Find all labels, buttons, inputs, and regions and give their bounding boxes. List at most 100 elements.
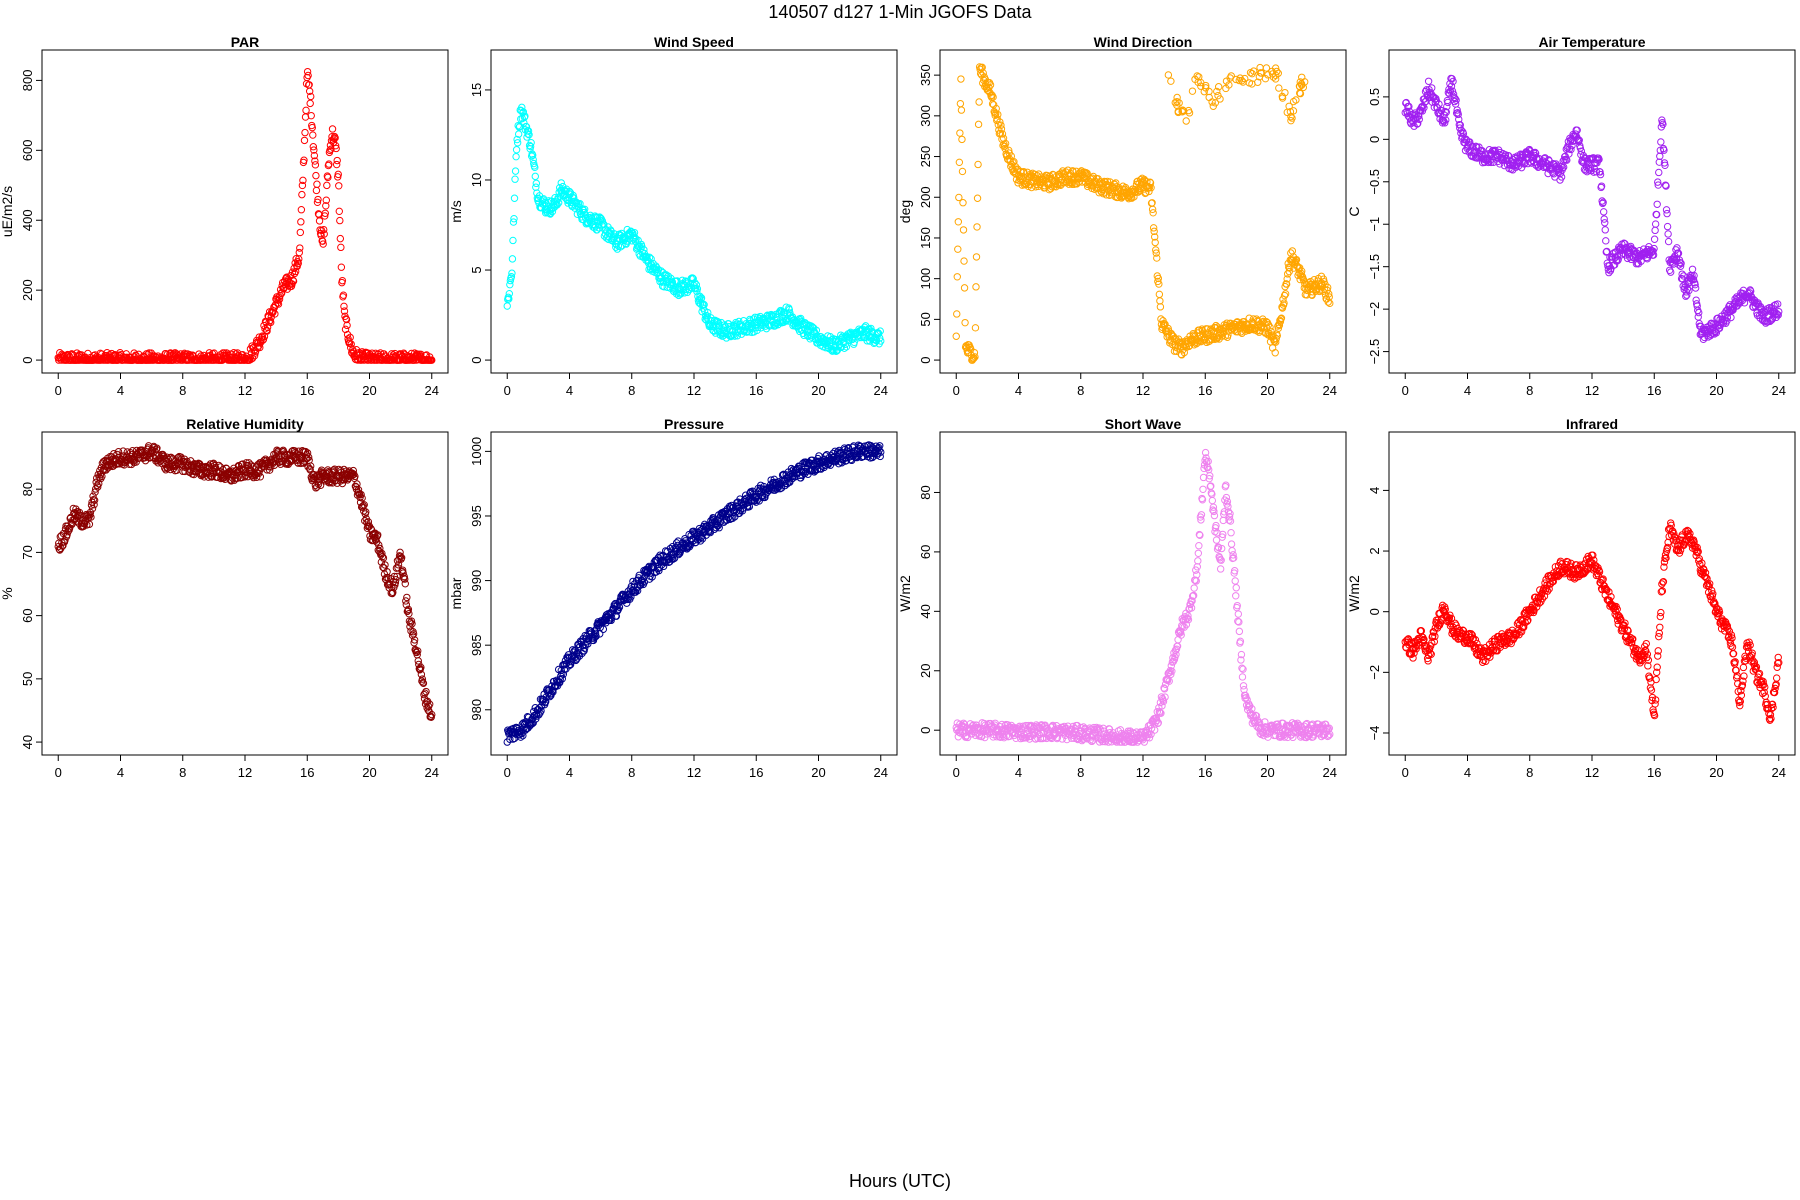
data-point — [974, 120, 983, 129]
data-point — [1156, 303, 1165, 311]
x-tick-label: 24 — [874, 765, 888, 780]
x-tick-label: 8 — [1526, 383, 1533, 398]
data-point — [323, 181, 331, 190]
y-tick-label: −0.5 — [1367, 169, 1382, 195]
data-point — [428, 356, 436, 364]
data-point — [955, 158, 964, 167]
data-point — [340, 307, 349, 315]
x-tick-label: 24 — [1323, 765, 1337, 780]
data-point — [307, 92, 315, 101]
data-point — [336, 234, 345, 243]
data-point — [508, 269, 516, 277]
data-point — [271, 310, 279, 318]
y-axis-label: deg — [897, 200, 913, 223]
y-tick-label: 0 — [20, 356, 35, 363]
data-point — [953, 310, 961, 318]
data-point — [403, 593, 411, 602]
data-point — [305, 87, 314, 95]
x-tick-label: 0 — [1402, 383, 1409, 398]
x-tick-label: 8 — [1077, 765, 1084, 780]
data-point — [311, 157, 319, 165]
x-tick-label: 12 — [1136, 383, 1150, 398]
x-tick-label: 16 — [749, 765, 763, 780]
y-tick-label: 50 — [20, 672, 35, 686]
y-tick-label: 0 — [469, 356, 484, 363]
x-tick-label: 4 — [566, 383, 573, 398]
data-point — [318, 237, 327, 245]
data-point — [616, 243, 625, 251]
data-point — [343, 321, 351, 330]
data-point — [1601, 226, 1609, 234]
x-tick-label: 12 — [1585, 383, 1599, 398]
x-tick-label: 8 — [1077, 383, 1084, 398]
y-tick-label: 80 — [20, 482, 35, 496]
y-tick-label: 350 — [918, 64, 933, 86]
data-point — [1288, 247, 1297, 255]
data-point — [327, 145, 335, 153]
x-tick-label: 24 — [425, 383, 439, 398]
data-point — [321, 212, 329, 220]
y-tick-label: 400 — [20, 209, 35, 231]
y-tick-label: 60 — [918, 545, 933, 559]
data-point — [960, 284, 969, 292]
data-point — [332, 144, 340, 153]
data-point — [325, 160, 333, 168]
data-point — [289, 277, 298, 285]
data-point — [328, 125, 337, 133]
data-point — [958, 135, 966, 144]
panel-title: Short Wave — [1105, 416, 1182, 432]
y-tick-label: 600 — [20, 139, 35, 161]
data-point — [505, 295, 513, 303]
y-axis-label: C — [1346, 206, 1362, 216]
data-point — [331, 141, 340, 150]
data-point — [337, 263, 346, 271]
data-point — [649, 259, 657, 268]
data-point — [332, 160, 341, 169]
data-point — [331, 134, 339, 142]
x-tick-label: 12 — [687, 765, 701, 780]
y-tick-label: 300 — [918, 105, 933, 127]
x-tick-label: 0 — [953, 765, 960, 780]
data-point — [510, 215, 518, 223]
data-point — [513, 139, 522, 147]
y-tick-label: 995 — [469, 505, 484, 527]
data-point — [1663, 209, 1671, 218]
y-tick-label: 100 — [918, 268, 933, 290]
data-point — [298, 190, 306, 199]
data-point — [333, 156, 341, 165]
data-point — [295, 248, 303, 257]
data-point — [553, 201, 561, 209]
y-tick-label: 80 — [918, 485, 933, 499]
y-tick-label: −1.5 — [1367, 254, 1382, 280]
x-tick-label: 0 — [504, 765, 511, 780]
y-tick-label: 985 — [469, 634, 484, 656]
data-point — [339, 291, 348, 299]
data-point — [512, 152, 520, 161]
data-point — [320, 225, 328, 234]
data-point — [311, 161, 320, 169]
y-tick-label: 20 — [918, 664, 933, 678]
data-point — [1156, 297, 1164, 305]
data-point — [310, 151, 319, 160]
data-point — [1155, 290, 1164, 299]
data-point — [1188, 87, 1197, 95]
data-point — [314, 195, 322, 204]
y-tick-label: 40 — [918, 604, 933, 618]
data-point — [510, 194, 519, 202]
y-tick-label: 40 — [20, 735, 35, 749]
data-point — [959, 226, 968, 234]
panel-title: Pressure — [664, 416, 724, 432]
data-point — [1424, 77, 1433, 85]
data-point — [322, 196, 331, 204]
x-tick-label: 4 — [1015, 383, 1022, 398]
y-tick-label: 0 — [918, 356, 933, 363]
y-tick-label: 200 — [918, 186, 933, 208]
data-point — [518, 103, 526, 112]
data-point — [645, 253, 654, 262]
data-point — [511, 175, 519, 183]
